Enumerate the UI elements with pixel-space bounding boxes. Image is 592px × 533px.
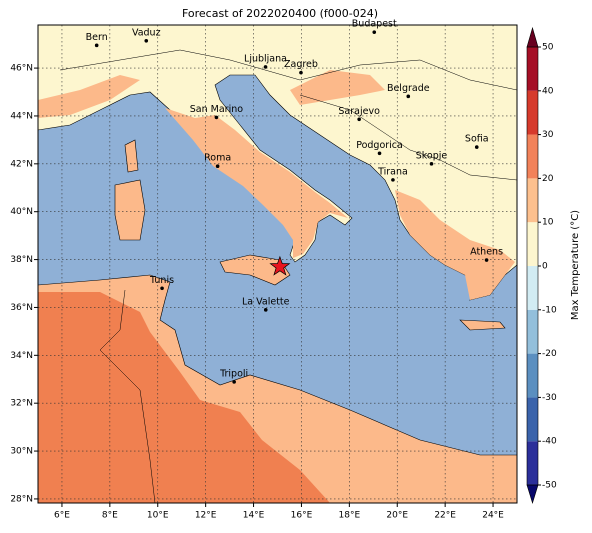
city-label: Zagreb — [284, 59, 318, 70]
x-tick-label: 20°E — [386, 511, 408, 521]
city-point — [474, 145, 479, 149]
city-label: Ljubljana — [244, 53, 287, 64]
colorbar-extend-min — [526, 484, 539, 505]
italy-warm — [165, 108, 348, 258]
colorbar-tick-label: -10 — [542, 305, 557, 315]
city-point — [484, 258, 489, 262]
city-label: Sofia — [465, 134, 489, 145]
colorbar-segment — [527, 222, 538, 266]
x-tick-label: 22°E — [434, 511, 456, 521]
city-label: Sarajevo — [338, 106, 380, 117]
y-tick-label: 40°N — [10, 207, 33, 217]
colorbar-segment — [527, 90, 538, 135]
colorbar-segment — [527, 309, 538, 354]
france-warm — [38, 75, 140, 118]
balkan-coast-warm — [290, 70, 385, 105]
city-point — [94, 43, 99, 48]
x-tick-label: 16°E — [291, 511, 313, 521]
colorbar-segment — [527, 353, 538, 398]
city-label: San Marino — [190, 104, 243, 115]
x-tick-label: 14°E — [243, 511, 265, 521]
colorbar-tick-label: 30 — [542, 130, 554, 140]
colorbar-label: Max Temperature (°C) — [570, 210, 581, 320]
colorbar-tick-label: -40 — [542, 437, 557, 447]
colorbar-tick-label: 0 — [542, 262, 548, 272]
colorbar-segment — [527, 178, 538, 223]
colorbar-tick-label: -50 — [542, 481, 557, 491]
city-point — [263, 308, 268, 312]
city-point — [429, 162, 434, 166]
greece-warm — [395, 190, 515, 300]
city-label: Tunis — [149, 275, 174, 286]
y-tick-label: 44°N — [10, 111, 33, 121]
event-marker — [269, 255, 291, 276]
y-tick-label: 34°N — [10, 351, 33, 361]
africa-hot — [38, 292, 330, 503]
x-tick-label: 6°E — [54, 511, 70, 521]
city-point — [406, 94, 411, 99]
colorbar-tick-label: 20 — [542, 174, 554, 184]
y-tick-label: 46°N — [10, 64, 33, 74]
colorbar-tick-label: -30 — [542, 393, 557, 403]
city-point — [391, 178, 395, 182]
x-tick-label: 18°E — [339, 511, 361, 521]
colorbar-tick-label: 50 — [542, 43, 554, 53]
sardinia — [114, 179, 146, 241]
colorbar-segment — [527, 397, 538, 442]
city-label: Tirana — [377, 166, 408, 177]
y-tick-label: 38°N — [10, 255, 33, 265]
city-label: Belgrade — [387, 83, 430, 94]
city-point — [357, 117, 361, 122]
colorbar-extend-max — [526, 26, 539, 48]
city-point — [232, 380, 236, 384]
map-frame — [37, 24, 518, 504]
colorbar-segment — [527, 134, 538, 179]
x-tick-label: 10°E — [147, 511, 169, 521]
colorbar-segment — [527, 266, 538, 310]
borders — [299, 94, 517, 181]
city-label: Athens — [470, 247, 503, 258]
y-tick-label: 42°N — [10, 159, 33, 169]
y-tick-label: 32°N — [10, 399, 33, 409]
colorbar-tick-label: 40 — [542, 86, 554, 96]
city-label: Vaduz — [132, 27, 161, 38]
x-tick-label: 8°E — [102, 511, 118, 521]
title: Forecast of 2022020400 (f000-024) — [182, 7, 378, 20]
city-point — [372, 30, 377, 34]
city-point — [144, 38, 149, 43]
colorbar-tick-label: 10 — [542, 218, 554, 228]
city-point — [160, 286, 164, 291]
x-tick-label: 24°E — [482, 511, 504, 521]
colorbar-segment — [527, 441, 538, 485]
city-point — [263, 65, 268, 69]
map-area — [38, 25, 517, 503]
y-tick-label: 30°N — [10, 447, 33, 457]
city-label: Budapest — [352, 19, 397, 30]
city-point — [299, 70, 303, 75]
city-point — [214, 115, 219, 120]
city-label: Podgorica — [356, 140, 403, 151]
city-label: Bern — [86, 32, 108, 43]
city-label: La Valette — [242, 296, 290, 307]
crete — [459, 319, 506, 331]
city-label: Skopje — [416, 150, 448, 161]
y-tick-label: 28°N — [10, 494, 33, 504]
colorbar-tick-label: -20 — [542, 349, 557, 359]
y-tick-label: 36°N — [10, 303, 33, 313]
x-tick-label: 12°E — [195, 511, 217, 521]
city-point — [377, 151, 382, 156]
city-label: Tripoli — [219, 368, 248, 379]
borders — [99, 289, 156, 503]
city-point — [215, 164, 220, 169]
colorbar-segment — [527, 47, 538, 91]
borders — [59, 49, 517, 91]
city-label: Roma — [204, 153, 231, 164]
sicily — [219, 254, 291, 286]
